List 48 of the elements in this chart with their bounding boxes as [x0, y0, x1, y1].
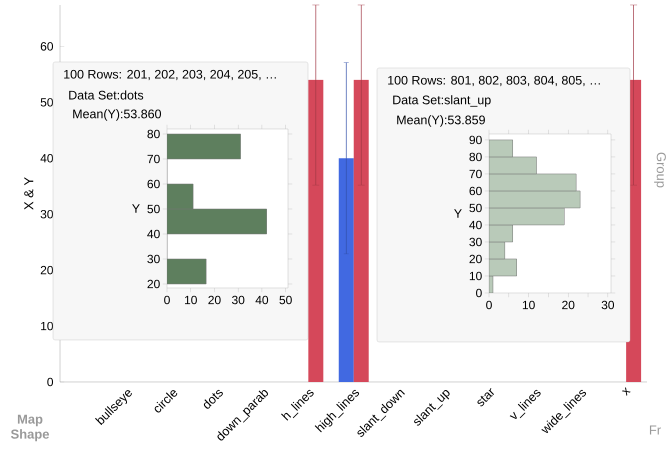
y-tick-label: 20: [148, 280, 160, 288]
y-tick-label: 70: [148, 154, 160, 164]
annotation: Data Set:dots: [69, 90, 144, 100]
x-tick-label: 20: [208, 296, 221, 304]
x-tick-label: 30: [232, 296, 244, 304]
y-tick-label: 30: [40, 210, 54, 218]
y-tick-label: 0: [476, 288, 482, 298]
y-tick-label: 40: [469, 220, 482, 230]
y-tick-label: 10: [470, 272, 482, 280]
x-tick-label: 10: [184, 296, 197, 304]
x-tick-label: 50: [279, 296, 292, 304]
y-tick-label: 30: [469, 238, 482, 246]
y-tick-label: 50: [40, 98, 54, 107]
x-tick-label: 30: [602, 300, 614, 310]
y-tick-label: 80: [147, 130, 160, 138]
y-tick-label: 10: [41, 322, 54, 330]
chart-title: 100 Rows: 201, 202, 203, 204, 205, …: [64, 70, 276, 80]
x-tick-label: 40: [256, 296, 268, 304]
chart-title: 100 Rows: 801, 802, 803, 804, 805, …: [388, 76, 600, 86]
annotation: Mean(Y):53.859: [397, 115, 485, 127]
x-tick-label: star: [477, 388, 494, 406]
y-tick-label: 60: [40, 42, 54, 51]
y-axis-title: Y: [132, 204, 140, 213]
text: Group: [654, 152, 666, 188]
y-axis-title: Y: [454, 209, 462, 218]
y-tick-label: 60: [148, 180, 160, 188]
x-tick-label: 20: [562, 300, 574, 310]
y-tick-label: 90: [470, 136, 482, 144]
y-axis-title: X & Y: [24, 177, 34, 210]
y-tick-label: 60: [470, 186, 482, 196]
x-tick-label: 10: [522, 300, 535, 310]
y-tick-label: 30: [147, 254, 160, 264]
y-tick-label: 0: [47, 378, 54, 386]
text: Fr: [650, 426, 661, 434]
y-tick-label: 20: [40, 266, 54, 274]
y-tick-label: 40: [147, 230, 160, 238]
text: Map Shape: [10, 414, 50, 442]
y-tick-label: 50: [147, 204, 160, 214]
x-tick-label: 0: [486, 300, 492, 310]
y-tick-label: 70: [470, 170, 482, 178]
x-tick-label: x: [622, 387, 631, 396]
y-tick-label: 50: [469, 204, 482, 212]
annotation: Data Set:slant_up: [393, 95, 491, 107]
annotation: Mean(Y):53.860: [73, 109, 162, 121]
y-tick-label: 80: [469, 152, 482, 162]
y-tick-label: 20: [470, 254, 482, 264]
x-tick-label: 0: [164, 296, 170, 304]
y-tick-label: 40: [40, 154, 54, 162]
